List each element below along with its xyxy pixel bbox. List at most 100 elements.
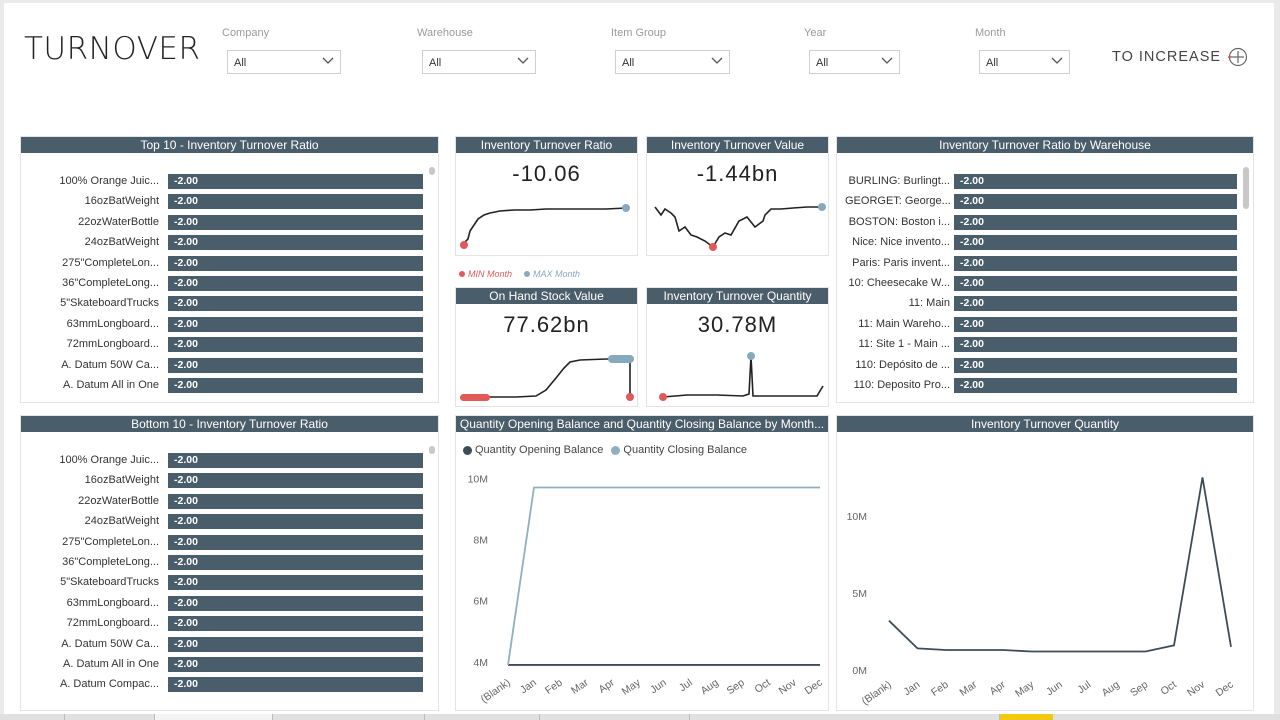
x-tick-label: Oct [752,677,772,696]
bar[interactable]: -2.00 [954,235,1237,251]
item-group-slicer-label: Item Group [611,27,667,39]
company-slicer: Company All [222,27,341,74]
month-dropdown[interactable]: All [979,50,1070,74]
bar[interactable]: -2.00 [954,337,1237,353]
report-canvas: TURNOVER Company All Warehouse All Item … [4,3,1274,717]
item-group-dropdown[interactable]: All [615,50,730,74]
min-range-marker [460,394,490,401]
bar[interactable]: -2.00 [954,276,1237,291]
bar[interactable]: -2.00 [168,296,423,312]
x-tick-label: Sep [725,677,747,698]
bar[interactable]: -2.00 [954,296,1237,312]
year-dropdown[interactable]: All [809,50,900,74]
to-increase-label: TO INCREASE [1112,49,1222,65]
balance-line-chart: 10M 8M 6M 4M (Blank) Jan Feb Mar Apr May Jun Jul Aug… [468,473,825,705]
max-range-marker [608,355,634,363]
to-increase-button[interactable]: TO INCREASE [1112,47,1251,67]
bar[interactable]: -2.00 [954,316,1237,332]
item-group-slicer: Item Group All [611,27,730,74]
x-tick-label: Dec [803,677,825,698]
kpi-onhand-sparkline [460,355,634,401]
bar-label: 110: Deposito Pro... [853,379,950,391]
bar[interactable]: -2.00 [954,378,1237,393]
bar-label: A. Datum All in One [63,379,159,391]
bar[interactable]: -2.00 [954,357,1237,373]
series-line [507,486,820,666]
bar[interactable]: -2.00 [954,255,1237,271]
x-tick-label: Aug [699,677,721,698]
bar[interactable]: -2.00 [168,636,423,652]
x-tick-label: Nov [777,676,800,697]
bar-label: 24ozBatWeight [84,515,159,528]
warehouse-dropdown[interactable]: All [422,50,536,74]
item-group-dropdown-value: All [622,57,635,69]
bar[interactable]: -2.00 [168,595,423,611]
year-dropdown-value: All [816,57,829,69]
page-tab[interactable] [155,714,273,720]
bar-label: 11: Site 1 - Main ... [858,338,950,351]
bar[interactable]: -2.00 [168,534,423,550]
kpi-onhand-title: On Hand Stock Value [456,288,637,304]
top10-scrollbar[interactable] [429,167,435,175]
bar[interactable]: -2.00 [168,316,423,332]
company-slicer-label: Company [222,27,270,39]
page-tab[interactable] [65,714,155,720]
bar[interactable]: -2.00 [168,174,423,189]
bar-label: A. Datum 50W Ca... [61,637,159,650]
min-marker [626,393,634,401]
bar[interactable]: -2.00 [168,493,423,509]
warehouse-scrollbar[interactable] [1243,167,1249,209]
bar-label: BOSTON: Boston i... [848,215,950,228]
bottom10-scrollbar[interactable] [429,446,435,454]
bar[interactable]: -2.00 [168,276,423,291]
warehouse-slicer: Warehouse All [417,27,536,74]
month-slicer-label: Month [975,27,1006,39]
bar[interactable]: -2.00 [168,677,423,693]
page-title: TURNOVER [24,31,201,67]
bar[interactable]: -2.00 [168,473,423,489]
bar[interactable]: -2.00 [168,194,423,210]
page-tab[interactable] [273,714,425,720]
bar[interactable]: -2.00 [168,378,423,393]
bar[interactable]: -2.00 [168,514,423,530]
bar-label: 11: Main [908,297,950,310]
bar[interactable]: -2.00 [168,453,423,468]
dot-icon [524,271,531,277]
kpi-quantity-title: Inventory Turnover Quantity [647,288,828,304]
bar[interactable]: -2.00 [168,657,423,672]
x-tick-label: Nov [1185,678,1208,699]
bar[interactable]: -2.00 [954,214,1237,230]
bar-label: 5"SkateboardTrucks [60,297,159,310]
bar[interactable]: -2.00 [168,255,423,271]
bar[interactable]: -2.00 [168,555,423,570]
kpi-value-sparkline [654,203,826,251]
legend-closing[interactable]: Quantity Closing Balance [611,444,747,456]
bar[interactable]: -2.00 [168,616,423,632]
page-tab[interactable] [425,714,540,720]
page-tab[interactable] [690,714,1000,720]
legend-opening-label: Quantity Opening Balance [475,444,604,456]
bar-label: 16ozBatWeight [84,474,159,487]
bar[interactable]: -2.00 [954,174,1237,189]
bar[interactable]: -2.00 [168,357,423,373]
legend-closing-label: Quantity Closing Balance [623,444,747,456]
bar[interactable]: -2.00 [168,575,423,591]
warehouse-dropdown-value: All [429,57,442,69]
min-marker [460,241,468,249]
legend-opening[interactable]: Quantity Opening Balance [463,444,603,456]
kpi-ratio-value: -10.06 [512,161,581,186]
page-tab[interactable] [0,714,65,720]
bar[interactable]: -2.00 [168,214,423,230]
company-dropdown[interactable]: All [227,50,341,74]
bar-label: BURLING: Burlingt... [848,175,950,187]
month-dropdown-value: All [986,57,999,69]
max-marker [622,204,630,212]
bar[interactable]: -2.00 [168,235,423,251]
bar-label: GEORGET: George... [845,195,950,208]
bar[interactable]: -2.00 [168,337,423,353]
chevron-down-icon [517,57,529,64]
active-page-tab[interactable] [1000,714,1053,720]
y-tick-label: 10M [468,473,488,485]
page-tab[interactable] [540,714,690,720]
bar[interactable]: -2.00 [954,194,1237,210]
